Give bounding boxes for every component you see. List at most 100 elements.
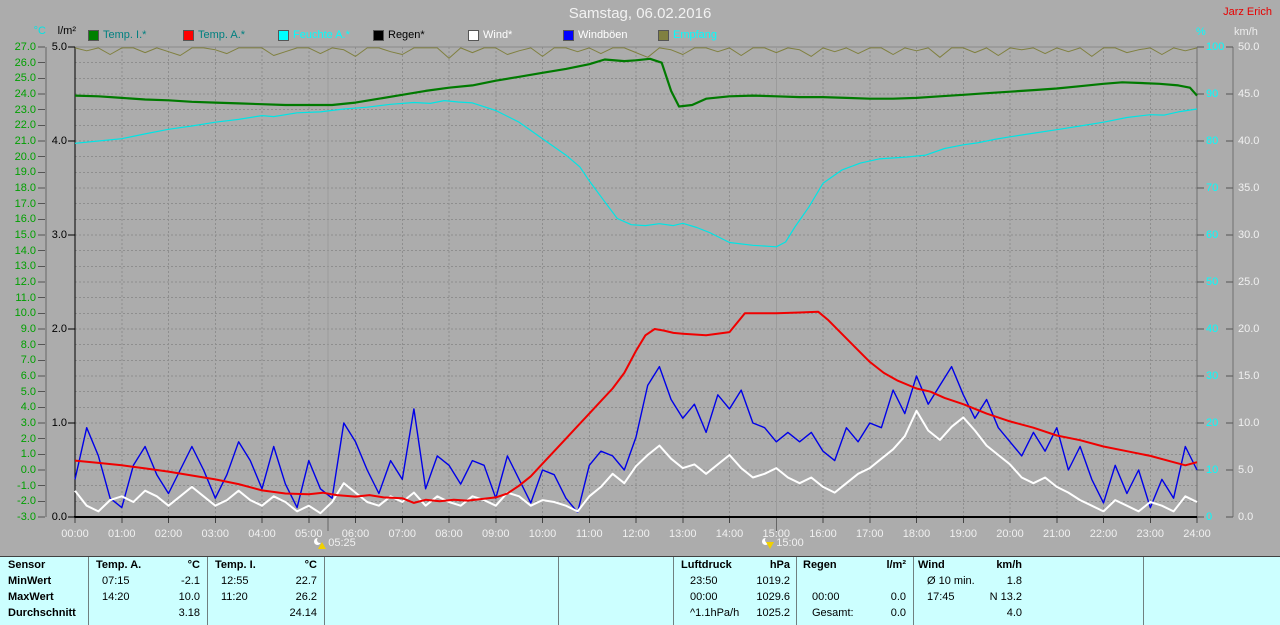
series-feuchte-a- [74, 99, 1198, 248]
tick-label-time: 14:00 [715, 528, 744, 540]
tick-label-rain: 4.0 [51, 135, 67, 147]
table-header-unit: hPa [769, 559, 790, 571]
table-cell-value: -2.1 [181, 575, 200, 587]
tick-label-wind: 10.0 [1238, 417, 1260, 429]
table-cell-value: 22.7 [295, 575, 317, 587]
legend-label: Temp. I.* [103, 29, 147, 41]
tick-label-time: 19:00 [949, 528, 978, 540]
tick-label-time: 21:00 [1042, 528, 1071, 540]
tick-label-humidity: 20 [1206, 417, 1219, 429]
left-axis-unit-rain: l/m² [57, 25, 76, 37]
tick-label-time: 08:00 [435, 528, 463, 540]
table-cell-value: 0.0 [890, 607, 906, 619]
legend-item-tempa[interactable]: Temp. A.* [183, 28, 245, 42]
tick-label-time: 01:00 [107, 528, 136, 540]
tick-label-humidity: 50 [1206, 276, 1219, 288]
table-header-unit: °C [304, 559, 317, 571]
legend-swatch [88, 29, 99, 41]
tick-label-time: 17:00 [855, 528, 884, 540]
legend-swatch [658, 29, 669, 41]
tick-label-temp-c: 14.0 [14, 244, 36, 257]
series-temp-a- [74, 310, 1198, 504]
table-cell-time: 07:15 [102, 575, 130, 587]
series-temp-i- [74, 57, 1198, 108]
marker-moonset: 15:00 [762, 537, 804, 549]
left-axis-unit-temp: °C [33, 25, 46, 37]
series-empfang [74, 47, 1198, 59]
legend-swatch [563, 29, 574, 41]
tick-label-temp-c: 15.0 [14, 229, 36, 241]
table-cell-time: 14:20 [102, 591, 130, 603]
table-cell-time: Gesamt: [812, 607, 854, 619]
legend-item-wind[interactable]: Wind* [468, 28, 512, 42]
series-wind [74, 409, 1198, 515]
tick-label-wind: 40.0 [1238, 135, 1260, 147]
legend-label: Windböen [578, 29, 628, 41]
legend-item-tempi[interactable]: Temp. I.* [88, 28, 146, 42]
tick-label-temp-c: 23.0 [14, 103, 36, 116]
tick-label-humidity: 70 [1206, 182, 1219, 194]
table-cell-value: N 13.2 [989, 591, 1022, 603]
tick-label-temp-c: 9.0 [20, 323, 36, 335]
table-separator [324, 557, 325, 625]
tick-label-temp-c: 27.0 [14, 41, 36, 53]
tick-label-temp-c: 22.0 [14, 119, 36, 132]
tick-label-time: 06:00 [341, 528, 370, 540]
table-cell-time: 23:50 [690, 575, 718, 587]
tick-label-temp-c: 17.0 [14, 197, 36, 210]
legend-item-windböen[interactable]: Windböen [563, 28, 628, 42]
tick-label-time: 11:00 [575, 528, 603, 540]
tick-label-rain: 3.0 [51, 229, 67, 241]
tick-label-humidity: 90 [1206, 88, 1219, 100]
table-cell-time: Ø 10 min. [927, 575, 975, 587]
tick-label-wind: 45.0 [1238, 88, 1260, 100]
marker-time: 05:25 [328, 537, 356, 549]
table-cell-value: 24.14 [289, 607, 317, 619]
tick-label-temp-c: 12.0 [14, 276, 36, 288]
tick-label-temp-c: -1.0 [17, 479, 36, 492]
table-row-label: MinWert [8, 575, 52, 587]
table-separator [1143, 557, 1144, 625]
legend-item-feuchtea[interactable]: Feuchte A.* [278, 28, 350, 42]
tick-label-time: 05:00 [294, 528, 323, 540]
moonrise-icon [314, 537, 327, 549]
legend-item-empfang[interactable]: Empfang [658, 28, 717, 42]
tick-label-rain: 1.0 [51, 417, 67, 429]
tick-label-temp-c: 1.0 [20, 448, 36, 461]
table-cell-value: 26.2 [295, 591, 317, 603]
tick-label-time: 12:00 [622, 528, 650, 540]
tick-label-time: 00:00 [61, 528, 89, 540]
right-axis-unit-humidity: % [1196, 26, 1206, 38]
table-cell-time: 00:00 [690, 591, 718, 603]
legend-item-regen[interactable]: Regen* [373, 28, 425, 42]
table-cell-time: 12:55 [221, 575, 249, 587]
table-header-unit: l/m² [886, 559, 906, 571]
table-header-sensor: Regen [803, 559, 837, 571]
table-separator [796, 557, 797, 625]
table-cell-time: 17:45 [927, 591, 955, 603]
tick-label-rain: 2.0 [51, 323, 67, 335]
moonset-icon [762, 537, 775, 549]
legend-label: Wind* [483, 29, 513, 41]
tick-label-time: 24:00 [1183, 528, 1211, 540]
table-cell-time: 11:20 [221, 591, 248, 603]
tick-label-wind: 15.0 [1238, 370, 1260, 382]
table-header-sensor: Temp. A. [96, 559, 142, 571]
tick-label-temp-c: -3.0 [17, 511, 36, 523]
tick-label-temp-c: 21.0 [14, 135, 36, 147]
tick-label-humidity: 100 [1206, 41, 1225, 53]
marker-moonrise: 05:25 [314, 537, 356, 549]
legend-swatch [468, 29, 479, 41]
table-cell-value: 4.0 [1006, 607, 1022, 619]
tick-label-time: 10:00 [528, 528, 557, 540]
legend-swatch [278, 29, 289, 41]
tick-label-temp-c: 19.0 [14, 166, 36, 179]
tick-label-time: 09:00 [481, 528, 510, 540]
station-name: Jarz Erich [1223, 6, 1272, 18]
tick-label-wind: 0.0 [1238, 511, 1254, 523]
legend-label: Empfang [673, 29, 718, 41]
table-cell-value: 1.8 [1006, 575, 1022, 587]
tick-label-humidity: 60 [1206, 229, 1219, 241]
tick-label-temp-c: 16.0 [14, 213, 36, 226]
